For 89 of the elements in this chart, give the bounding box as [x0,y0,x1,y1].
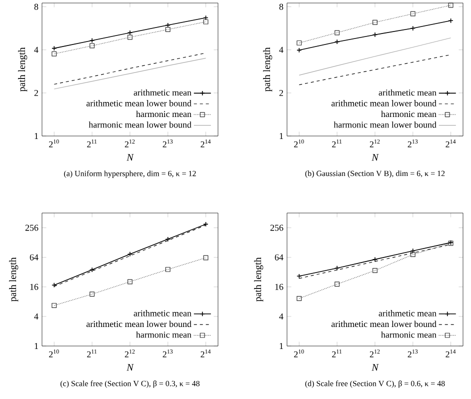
legend-label: harmonic mean [136,110,192,118]
x-tick-label: 2$^{14}$ [200,350,211,358]
y-tick-label: 4 [279,46,284,53]
point [334,282,340,287]
y-tick-label: 4 [34,46,38,53]
y-tick-label: 64 [274,254,284,260]
y-tick-label: 16 [275,284,284,290]
x-axis-title: N [126,364,134,371]
x-tick-label: 2$^{10}$ [49,350,59,358]
y-tick-label: 1 [34,343,38,349]
point [127,252,133,257]
y-tick-label: 1 [34,133,38,139]
line-series [54,58,206,90]
x-tick-label: 2$^{10}$ [294,140,304,148]
y-tick-label: 2 [279,90,283,96]
y-tick-label: 8 [34,4,38,10]
point [127,34,132,40]
point [165,26,170,32]
legend-label: arithmetic mean lower bound [331,100,436,106]
y-tick-label: 2 [34,90,38,96]
x-tick-label: 2$^{12}$ [370,140,380,148]
x-tick-label: 2$^{14}$ [446,350,456,358]
point [372,268,378,274]
legend-label: arithmetic mean lower bound [86,100,192,106]
x-tick-label: 2$^{12}$ [124,350,135,358]
x-tick-label: 2$^{14}$ [446,140,456,148]
x-tick-label: 2$^{10}$ [294,350,304,358]
legend-label: harmonic mean [136,331,192,338]
legend-label: arithmetic mean [378,310,436,316]
point [372,20,378,25]
x-tick-label: 2$^{11}$ [87,350,97,358]
legend-label: arithmetic mean lower bound [86,320,192,328]
x-axis-title: N [372,364,379,371]
line-series [298,38,452,76]
x-axis-title: N [372,154,379,161]
legend-label: arithmetic mean lower bound [331,320,436,328]
point [90,292,95,297]
point [372,256,378,262]
point [165,266,170,272]
point [410,11,416,16]
line-series [54,52,206,85]
legend-label: harmonic mean [381,110,436,118]
x-tick-label: 2$^{13}$ [162,350,173,358]
x-tick-label: 2$^{11}$ [332,140,342,148]
x-tick-label: 2$^{12}$ [370,350,380,358]
legend-label: arithmetic mean [378,89,436,96]
x-tick-label: 2$^{13}$ [408,140,418,148]
point [296,40,302,46]
line-series [298,54,452,86]
x-tick-label: 2$^{10}$ [49,140,59,148]
point [203,255,208,260]
x-tick-label: 2$^{11}$ [87,140,97,148]
point [52,51,57,56]
point [448,2,454,8]
y-tick-label: 64 [30,254,38,260]
point [203,19,208,24]
point [127,279,132,284]
y-tick-label: 1 [280,133,283,139]
point [334,30,340,36]
x-tick-label: 2$^{14}$ [200,140,211,148]
point [296,296,302,301]
point [334,266,340,271]
point [90,43,95,48]
y-tick-label: 16 [30,284,38,290]
legend-label: harmonic mean lower bound [88,121,192,128]
x-tick-label: 2$^{11}$ [332,350,342,358]
y-tick-label: 8 [279,4,284,10]
y-tick-label: 256 [270,224,284,231]
y-tick-label: 256 [25,224,38,231]
legend-label: harmonic mean lower bound [334,121,436,128]
legend-label: arithmetic mean [134,310,192,316]
x-tick-label: 2$^{13}$ [408,350,418,358]
y-tick-label: 4 [279,313,284,320]
legend-label: arithmetic mean [134,89,192,96]
x-tick-label: 2$^{13}$ [162,140,173,148]
y-tick-label: 4 [34,313,38,320]
point [52,302,57,308]
point [410,252,416,258]
line-series [52,255,208,308]
y-axis-title: path length [263,47,272,92]
y-axis-title: path length [9,257,18,302]
y-axis-title: path length [18,47,28,92]
y-axis-title: path length [254,257,264,302]
x-tick-label: 2$^{12}$ [124,140,135,148]
point [89,38,95,44]
legend-label: harmonic mean [381,331,436,338]
x-axis-title: N [126,154,134,161]
line-series [296,2,454,46]
y-tick-label: 1 [280,343,283,349]
